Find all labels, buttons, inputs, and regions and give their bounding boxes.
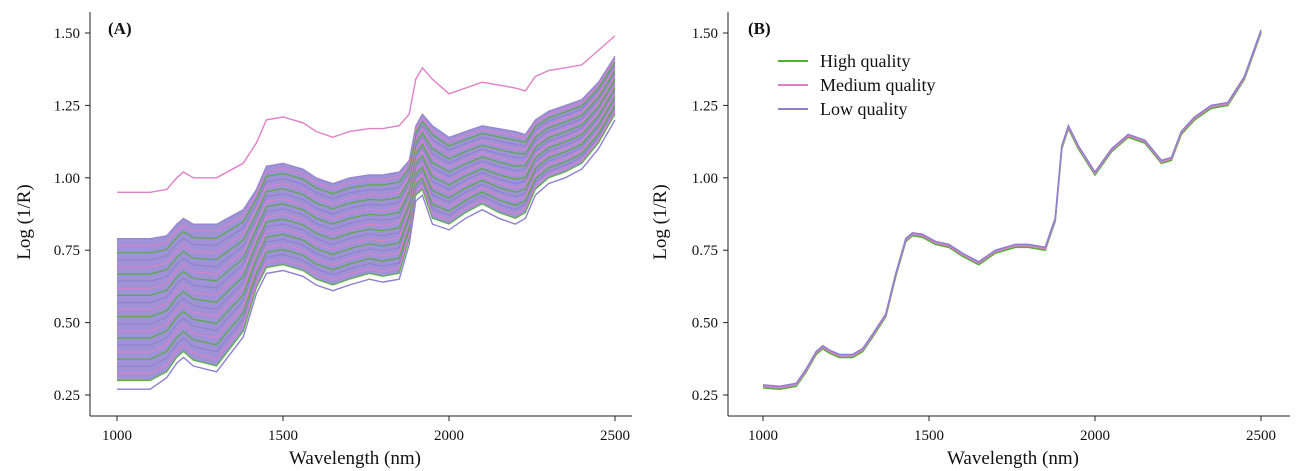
panel-a-x-tick-label: 2500 [600,428,630,444]
panel-a-spectra-band [117,56,615,381]
panel-a-label: (A) [108,19,132,38]
panel-b-y-tick-label: 0.50 [692,316,718,332]
panel-a-spectrum-line [117,61,616,254]
panel-b-y-tick-label: 0.75 [692,243,718,259]
panel-b-series-line-1 [762,31,1262,389]
panel-a-spectrum-line [117,105,616,360]
panel-a-y-tick-label: 1.25 [54,98,80,114]
panel-a-x-tick-label: 2000 [434,428,464,444]
legend-label: Low quality [820,99,908,119]
panel-a-spectrum-line [117,113,616,382]
panel-b-y-tick-label: 1.25 [692,98,718,114]
legend-label: High quality [820,51,911,71]
panel-b-y-tick-label: 1.00 [692,171,718,187]
panel-a-spectrum-line [117,93,616,332]
panel-a-y-tick-label: 0.25 [54,388,80,404]
panel-a-spectrum-line [117,99,616,346]
panel-a-spectrum-line [117,76,616,289]
panel-a-spectrum-line [117,81,616,304]
panel-a-y-tick-label: 1.00 [54,171,80,187]
panel-b-x-tick-label: 2500 [1246,428,1276,444]
panel-b-series-line-0 [762,32,1262,391]
panel-a-outlier-spectrum-line [117,35,616,193]
panel-b-chart: (B) Wavelength (nm) Log (1/R) 1000 1500 20… [650,12,1290,469]
panel-a-y-axis-label: Log (1/R) [14,184,35,259]
panel-b-x-tick-label: 1000 [748,428,778,444]
panel-a-spectrum-line [117,67,616,268]
panel-b-x-axis-label: Wavelength (nm) [947,448,1079,469]
panel-a-spectrum-line [117,107,616,367]
panel-a-y-tick-label: 0.50 [54,316,80,332]
panel-b-y-axis-label: Log (1/R) [650,184,671,259]
panel-a-y-tick-label: 1.50 [54,26,80,42]
panel-a-spectrum-line [117,64,616,261]
panel-a-spectrum-line [117,84,616,311]
panel-a-spectrum-line [117,70,616,275]
panel-a-spectrum-line [117,55,616,240]
panel-b-x-tick-label: 2000 [1080,428,1110,444]
panel-a-chart: (A) Wavelength (nm) Log (1/R) 1000 1500 20… [14,12,632,469]
panel-a-spectrum-line [117,87,616,318]
panel-a-spectrum-line [117,96,616,339]
panel-a-outlier-spectrum-line [117,119,616,390]
panel-b-series-line-2 [762,29,1262,388]
panel-a-spectrum-line [117,58,616,247]
legend-label: Medium quality [820,75,936,95]
panel-a-x-tick-label: 1500 [268,428,298,444]
panel-b-label: (B) [748,19,771,38]
panel-a-spectrum-line [117,102,616,353]
panel-b-y-tick-label: 0.25 [692,388,718,404]
panel-a-spectrum-line [117,73,616,282]
panel-a-spectrum-line [117,110,616,374]
panel-a-y-tick-label: 0.75 [54,243,80,259]
panel-a-x-axis-label: Wavelength (nm) [289,448,421,469]
panel-a-x-tick-label: 1000 [102,428,132,444]
panel-b-y-tick-label: 1.50 [692,26,718,42]
panel-a-spectrum-line [117,78,616,296]
panel-b-x-tick-label: 1500 [914,428,944,444]
panel-a-spectrum-line [117,90,616,325]
